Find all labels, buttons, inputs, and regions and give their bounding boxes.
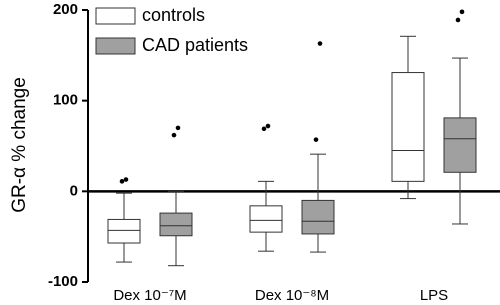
legend-label: CAD patients — [142, 35, 248, 55]
y-tick-label: 0 — [70, 182, 78, 199]
y-tick-label: -100 — [48, 273, 78, 290]
outlier — [265, 123, 271, 129]
legend-swatch — [95, 37, 136, 55]
box — [107, 218, 141, 244]
legend-label: controls — [142, 5, 205, 25]
outlier — [119, 179, 125, 184]
y-axis-label: GR-α % change — [9, 77, 30, 213]
outlier — [459, 9, 465, 15]
box — [391, 72, 425, 182]
outlier — [317, 41, 323, 46]
box — [249, 205, 283, 233]
box — [443, 117, 477, 173]
x-tick-label: Dex 10⁻⁸M — [255, 287, 329, 304]
outlier — [171, 132, 177, 138]
x-tick-label: LPS — [420, 287, 448, 304]
legend-swatch — [95, 7, 136, 25]
box — [159, 212, 193, 237]
outlier — [313, 137, 319, 142]
y-tick-label: 100 — [53, 92, 78, 109]
x-tick-label: Dex 10⁻⁷M — [113, 287, 186, 304]
outlier — [123, 177, 129, 182]
y-tick-label: 200 — [53, 1, 78, 18]
box — [301, 199, 335, 235]
outlier — [175, 125, 181, 131]
outlier — [261, 126, 267, 132]
outlier — [455, 17, 461, 23]
